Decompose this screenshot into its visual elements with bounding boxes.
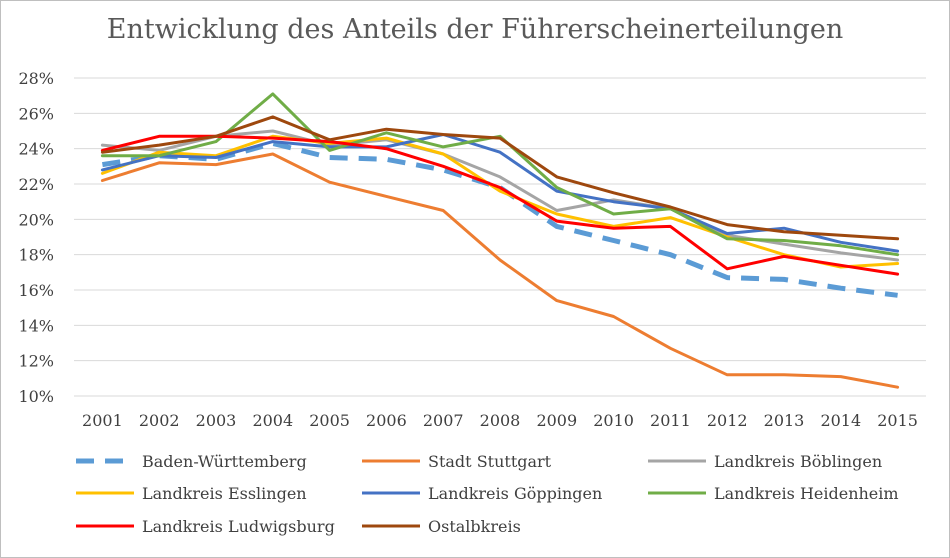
series-line	[100, 133, 900, 253]
x-tick-label: 2014	[820, 411, 861, 430]
series-line	[100, 134, 900, 269]
legend-label: Ostalbkreis	[428, 517, 521, 536]
x-tick-label: 2011	[650, 411, 691, 430]
x-tick-label: 2003	[196, 411, 237, 430]
x-tick-label: 2008	[480, 411, 521, 430]
x-tick-label: 2010	[593, 411, 634, 430]
legend-label: Stadt Stuttgart	[428, 452, 552, 471]
y-tick-label: 16%	[18, 281, 54, 300]
legend-label: Landkreis Böblingen	[714, 452, 882, 471]
y-tick-label: 28%	[18, 69, 54, 88]
series-line	[100, 115, 900, 241]
legend-label: Landkreis Heidenheim	[714, 484, 899, 503]
y-tick-label: 14%	[18, 316, 54, 335]
gridlines	[74, 77, 926, 397]
legend-label: Baden-Württemberg	[142, 452, 307, 471]
x-tick-label: 2001	[82, 411, 123, 430]
x-tick-label: 2005	[309, 411, 350, 430]
y-tick-label: 22%	[18, 175, 54, 194]
legend: Baden-Württemberg Stadt Stuttgart Landkrei…	[76, 452, 899, 536]
x-tick-label: 2012	[707, 411, 748, 430]
series-line	[100, 152, 900, 389]
x-tick-label: 2002	[139, 411, 180, 430]
y-axis-ticks: 10% 12% 14% 16% 18% 20% 22% 24% 26% 28%	[18, 69, 54, 406]
x-tick-label: 2004	[252, 411, 293, 430]
legend-label: Landkreis Esslingen	[142, 484, 307, 503]
x-tick-label: 2007	[423, 411, 464, 430]
y-tick-label: 12%	[18, 352, 54, 371]
x-tick-label: 2013	[764, 411, 805, 430]
series-line	[100, 134, 900, 276]
x-axis-ticks: 2001 2002 2003 2004 2005 2006 2007 2008 2009 2010…	[82, 411, 918, 430]
y-tick-label: 26%	[18, 104, 54, 123]
x-tick-label: 2015	[877, 411, 918, 430]
y-tick-label: 24%	[18, 140, 54, 159]
chart-title: Entwicklung des Anteils der Führerschein…	[106, 14, 844, 45]
y-tick-label: 20%	[18, 210, 54, 229]
y-tick-label: 18%	[18, 246, 54, 265]
legend-label: Landkreis Göppingen	[428, 484, 602, 503]
series-lines	[100, 92, 900, 389]
legend-label: Landkreis Ludwigsburg	[142, 517, 335, 536]
x-tick-label: 2009	[536, 411, 577, 430]
series-line	[100, 92, 900, 257]
x-tick-label: 2006	[366, 411, 407, 430]
y-tick-label: 10%	[18, 387, 54, 406]
